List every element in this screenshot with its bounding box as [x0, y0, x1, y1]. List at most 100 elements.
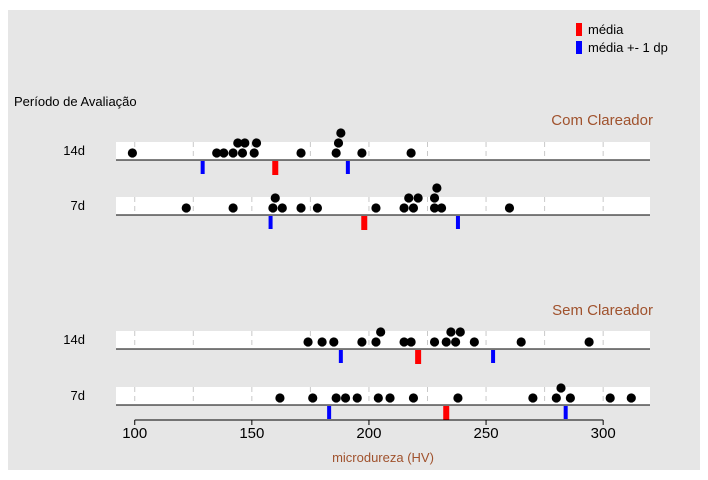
data-point: [436, 203, 447, 213]
data-point: [212, 148, 222, 158]
data-point: [584, 337, 594, 347]
sd-low-marker: [268, 216, 273, 229]
strip-row-0-1: 7d: [71, 183, 650, 230]
data-point: [312, 203, 323, 213]
strip-band: [116, 197, 650, 215]
x-tick-label: 100: [122, 425, 147, 442]
data-point: [408, 203, 419, 213]
legend-label-mean: média: [588, 22, 624, 37]
data-point: [455, 327, 465, 337]
x-tick-label: 200: [356, 425, 381, 442]
data-point: [373, 393, 383, 403]
data-point: [453, 393, 463, 403]
data-point: [556, 383, 566, 393]
mean-marker: [272, 161, 279, 175]
data-point: [277, 203, 287, 213]
data-point: [296, 203, 306, 213]
mean-marker: [361, 216, 368, 230]
sd-low-marker: [200, 161, 205, 174]
data-point: [336, 128, 346, 138]
group-label-com-clareador: Com Clareador: [551, 112, 653, 129]
sd-high-marker: [563, 406, 568, 419]
data-point: [399, 337, 409, 347]
data-point: [340, 393, 351, 403]
x-tick-label: 250: [474, 425, 499, 442]
data-point: [357, 337, 367, 347]
data-point: [303, 337, 313, 347]
data-point: [331, 393, 341, 403]
data-point: [181, 203, 191, 213]
sd-high-marker: [345, 161, 350, 174]
data-point: [385, 393, 395, 403]
data-point: [376, 327, 386, 337]
data-point: [429, 193, 440, 203]
data-point: [516, 337, 526, 347]
data-point: [268, 203, 278, 213]
data-point: [333, 138, 344, 148]
data-point: [626, 393, 636, 403]
data-point: [352, 393, 362, 403]
data-point: [406, 148, 416, 158]
data-point: [219, 148, 229, 158]
data-point: [270, 193, 280, 203]
data-point: [451, 337, 461, 347]
mean-marker: [415, 350, 422, 364]
strip-row-1-1: 7d: [71, 383, 650, 420]
legend-swatch-mean: [576, 23, 582, 36]
y-axis-title: Período de Avaliação: [14, 94, 137, 109]
data-point: [371, 337, 381, 347]
data-point: [432, 183, 442, 193]
data-point: [357, 148, 367, 158]
data-point: [237, 148, 248, 158]
x-tick-label: 300: [591, 425, 616, 442]
strip-row-1-0: 14d: [63, 327, 650, 364]
data-point: [408, 393, 419, 403]
data-point: [446, 327, 456, 337]
x-axis: 100 150 200 250 300: [122, 419, 616, 442]
sd-high-marker: [455, 216, 460, 229]
data-point: [331, 148, 341, 158]
data-point: [251, 138, 262, 148]
data-point: [528, 393, 538, 403]
data-point: [429, 337, 440, 347]
data-point: [406, 337, 416, 347]
data-point: [565, 393, 575, 403]
data-point: [127, 148, 137, 158]
sd-low-marker: [327, 406, 332, 419]
row-label: 7d: [71, 388, 85, 403]
strip-band: [116, 331, 650, 349]
data-point: [233, 138, 243, 148]
data-point: [308, 393, 318, 403]
data-point: [228, 148, 238, 158]
legend-label-sd: média +- 1 dp: [588, 40, 668, 55]
data-point: [605, 393, 615, 403]
x-axis-title: microdureza (HV): [332, 450, 434, 465]
data-point: [329, 337, 339, 347]
data-point: [441, 337, 451, 347]
row-label: 14d: [63, 332, 85, 347]
data-point: [469, 337, 479, 347]
data-point: [399, 203, 409, 213]
strip-band: [116, 142, 650, 160]
strip-row-0-0: 14d: [63, 128, 650, 175]
sd-high-marker: [491, 350, 496, 363]
data-point: [429, 203, 440, 213]
row-label: 7d: [71, 198, 85, 213]
legend: média média +- 1 dp: [576, 22, 668, 55]
data-point: [240, 138, 250, 148]
data-point: [371, 203, 381, 213]
data-point: [228, 203, 238, 213]
data-point: [404, 193, 414, 203]
sd-low-marker: [338, 350, 343, 363]
data-point: [317, 337, 327, 347]
strip-band: [116, 387, 650, 405]
data-point: [504, 203, 515, 213]
mean-marker: [443, 406, 450, 420]
data-point: [413, 193, 423, 203]
x-tick-label: 150: [239, 425, 264, 442]
data-point: [551, 393, 561, 403]
group-label-sem-clareador: Sem Clareador: [552, 302, 653, 319]
data-point: [249, 148, 259, 158]
